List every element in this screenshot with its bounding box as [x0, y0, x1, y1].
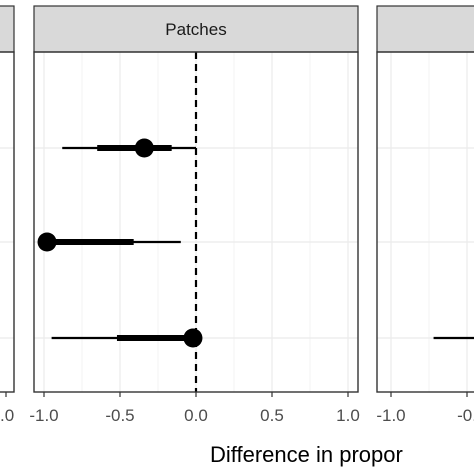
x-tick-label: -0.	[457, 406, 474, 425]
panel-background	[0, 52, 14, 392]
panel-background	[377, 52, 474, 392]
panel-1	[0, 5, 15, 393]
x-tick-label: 0.5	[260, 406, 284, 425]
x-tick-label: 0.0	[184, 406, 208, 425]
point-estimate	[37, 232, 57, 252]
x-tick-label: 1.0	[336, 406, 360, 425]
panel-3	[376, 5, 474, 393]
x-tick-label: -1.0	[29, 406, 58, 425]
panel-2: Patches	[33, 5, 359, 393]
facet-strip	[376, 5, 474, 53]
x-tick-label: .0	[0, 406, 14, 425]
x-tick-label: -1.0	[376, 406, 405, 425]
panel-border	[0, 51, 15, 393]
x-tick-label: -0.5	[105, 406, 134, 425]
panel-border	[376, 51, 474, 393]
facet-strip-label: Patches	[165, 20, 226, 39]
point-estimate	[134, 138, 154, 158]
facet-strip	[33, 5, 359, 53]
point-estimate	[183, 328, 203, 348]
x-axis-title: Difference in propor	[210, 442, 403, 467]
facet-strip	[0, 5, 15, 53]
